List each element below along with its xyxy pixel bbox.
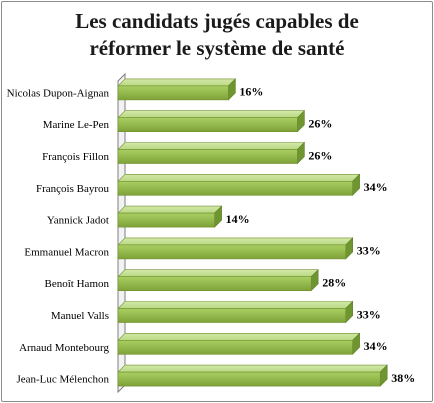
category-label: Marine Le-Pen	[43, 119, 110, 131]
bar-front	[117, 149, 298, 164]
bar-front	[117, 371, 381, 387]
bar	[117, 268, 319, 292]
bar	[117, 78, 237, 101]
category-label: Arnaud Montebourg	[19, 342, 109, 354]
bar-top	[117, 205, 223, 214]
chart-title-line1: Les candidats jugés capables de	[75, 9, 359, 33]
value-label: 26%	[308, 148, 332, 162]
labels: Nicolas Dupon-Aignan 16% Marine Le-Pen 26% F…	[7, 85, 416, 386]
value-label: 38%	[391, 371, 415, 385]
bar	[117, 109, 306, 133]
bar-front	[117, 85, 229, 101]
bar	[117, 173, 361, 197]
bar-top	[117, 364, 388, 373]
bar-front	[117, 308, 346, 323]
value-label: 34%	[364, 339, 388, 353]
category-label: Manuel Valls	[51, 310, 109, 322]
bar-top	[117, 78, 237, 87]
value-label: 26%	[308, 116, 332, 130]
value-label: 28%	[322, 275, 346, 289]
category-label: François Bayrou	[36, 183, 110, 195]
bar-top	[117, 333, 361, 341]
bar-front	[117, 339, 353, 355]
bar-front	[117, 117, 298, 132]
category-label: Nicolas Dupon-Aignan	[7, 87, 110, 99]
bar-front	[117, 244, 346, 260]
bar-top	[117, 237, 354, 246]
bar	[117, 332, 361, 356]
category-label: Yannick Jadot	[47, 215, 109, 227]
bar	[117, 364, 388, 387]
bar-top	[117, 110, 306, 118]
category-label: Emmanuel Macron	[24, 246, 109, 258]
bar	[117, 141, 306, 165]
value-label: 16%	[239, 85, 263, 99]
bar-front	[117, 276, 312, 292]
category-label: Benoît Hamon	[45, 278, 110, 290]
chart-title: Les candidats jugés capables de réformer…	[0, 8, 434, 62]
bar	[117, 300, 354, 324]
bar-front	[117, 212, 215, 228]
category-label: Jean-Luc Mélenchon	[16, 374, 109, 386]
bar-top	[117, 174, 361, 182]
bar	[117, 205, 223, 228]
bar-top	[117, 142, 306, 150]
value-label: 33%	[357, 307, 381, 321]
bar-front	[117, 181, 353, 196]
bars	[117, 78, 388, 387]
value-label: 14%	[226, 212, 250, 226]
category-label: François Fillon	[42, 151, 109, 163]
value-label: 33%	[357, 244, 381, 258]
bar-top	[117, 301, 354, 309]
chart-title-line2: réformer le système de santé	[89, 36, 345, 60]
value-label: 34%	[364, 180, 388, 194]
bar-top	[117, 269, 319, 277]
bar	[117, 237, 354, 260]
